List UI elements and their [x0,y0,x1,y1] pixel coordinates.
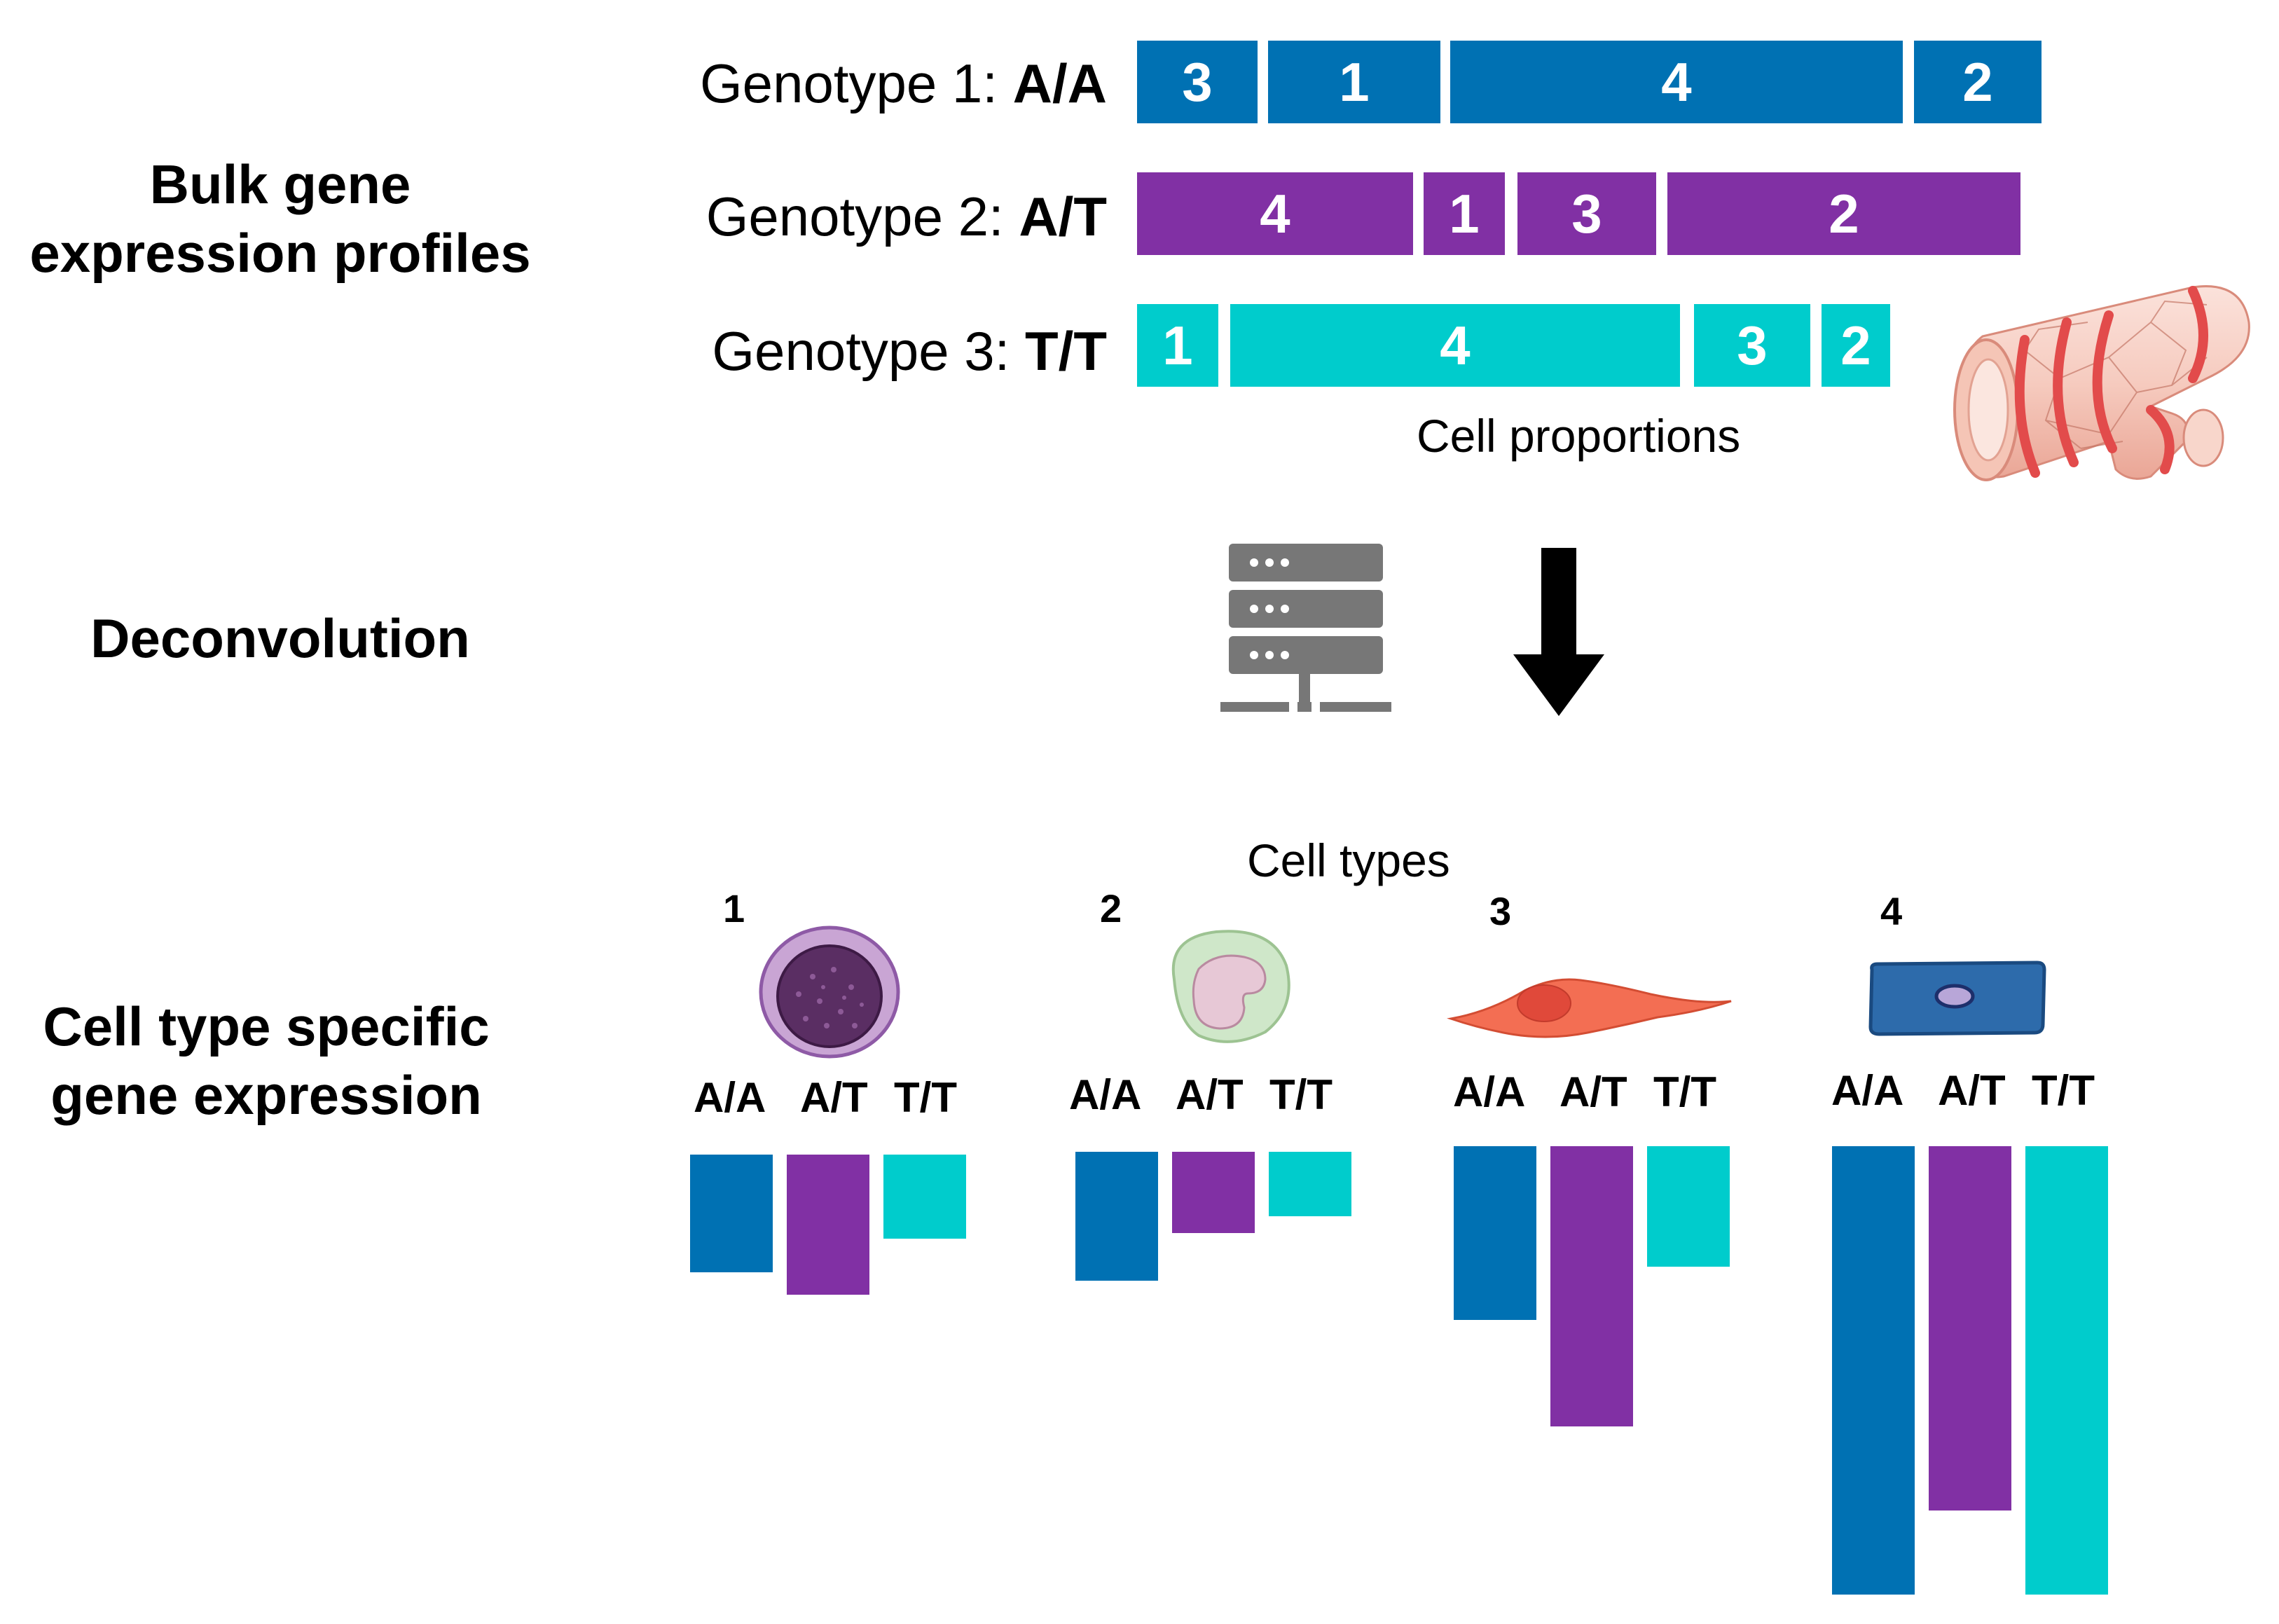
blood-vessel-icon [1953,285,2250,481]
genotype-3-allele: T/T [1025,320,1107,382]
section-label-bulk-line-1: Bulk gene [149,153,411,215]
cell-type-1-genotype-AA: A/A [694,1074,766,1121]
expression-bar-celltype-3-TT [1647,1146,1730,1267]
section-label-bulk: Bulk gene expression profiles [0,150,567,287]
expression-bar-celltype-3-AA [1454,1146,1536,1320]
cell-type-1-number: 1 [723,886,745,930]
genotype-2-prefix: Genotype 2: [705,186,1019,247]
section-label-bulk-line-2: expression profiles [29,222,531,284]
endothelial-cell-icon [1868,961,2046,1036]
proportion-segment: 4 [1137,172,1413,255]
cell-type-3-number: 3 [1489,889,1512,933]
proportion-segment: 1 [1268,41,1440,123]
expression-bar-celltype-4-TT [2025,1146,2108,1595]
proportion-segment: 1 [1424,172,1505,255]
proportion-segment: 2 [1822,304,1890,387]
expression-bar-celltype-2-AA [1075,1152,1158,1281]
section-label-deconvolution: Deconvolution [90,607,470,669]
expression-bar-celltype-1-AT [787,1155,869,1295]
expression-bar-celltype-4-AA [1832,1146,1915,1595]
cell-type-1-genotype-TT: T/T [894,1074,957,1121]
cell-types-caption: Cell types [1247,834,1450,886]
fibroblast-icon [1447,978,1732,1038]
proportion-segment: 3 [1517,172,1656,255]
expression-bar-celltype-3-AT [1550,1146,1633,1426]
cell-type-2-genotype-AA: A/A [1069,1071,1142,1118]
proportion-segment: 2 [1667,172,2020,255]
genotype-1-label: Genotype 1: A/A [645,52,1107,116]
genotype-1-prefix: Genotype 1: [700,53,1013,114]
expression-bar-celltype-4-AT [1929,1146,2011,1511]
genotype-2-label: Genotype 2: A/T [645,185,1107,249]
cell-type-4-genotype-AA: A/A [1831,1067,1904,1114]
cell-type-1-genotype-AT: A/T [800,1074,868,1121]
proportion-segment: 3 [1694,304,1810,387]
cell-type-3-genotype-TT: T/T [1653,1068,1716,1115]
expression-bar-celltype-1-TT [883,1155,966,1239]
cell-type-3-genotype-AT: A/T [1560,1068,1627,1115]
down-arrow-icon [1513,548,1604,716]
section-label-cell-type-line-1: Cell type specific [43,996,490,1057]
cell-type-4-genotype-AT: A/T [1938,1067,2006,1114]
server-icon [1220,544,1391,712]
monocyte-icon [1171,930,1290,1043]
proportion-segment: 3 [1137,41,1258,123]
genotype-2-allele: A/T [1019,186,1107,247]
expression-bar-celltype-2-AT [1172,1152,1255,1233]
proportion-segment: 1 [1137,304,1218,387]
cell-type-3-genotype-AA: A/A [1453,1068,1526,1115]
genotype-1-allele: A/A [1012,53,1107,114]
cell-type-4-genotype-TT: T/T [2032,1067,2095,1114]
cell-type-4-number: 4 [1880,889,1903,933]
proportion-segment: 2 [1914,41,2042,123]
cell-proportions-caption: Cell proportions [1417,410,1741,462]
expression-bar-celltype-2-TT [1269,1152,1351,1216]
genotype-3-label: Genotype 3: T/T [645,319,1107,383]
cell-type-2-genotype-TT: T/T [1269,1071,1333,1118]
cell-type-2-number: 2 [1100,886,1122,930]
proportion-segment: 4 [1450,41,1903,123]
section-label-cell-type: Cell type specific gene expression [0,992,553,1129]
genotype-3-prefix: Genotype 3: [712,320,1026,382]
cell-type-2-genotype-AT: A/T [1176,1071,1244,1118]
lymphocyte-icon [759,925,900,1059]
proportion-segment: 4 [1230,304,1680,387]
section-label-cell-type-line-2: gene expression [50,1064,482,1126]
expression-bar-celltype-1-AA [690,1155,773,1272]
